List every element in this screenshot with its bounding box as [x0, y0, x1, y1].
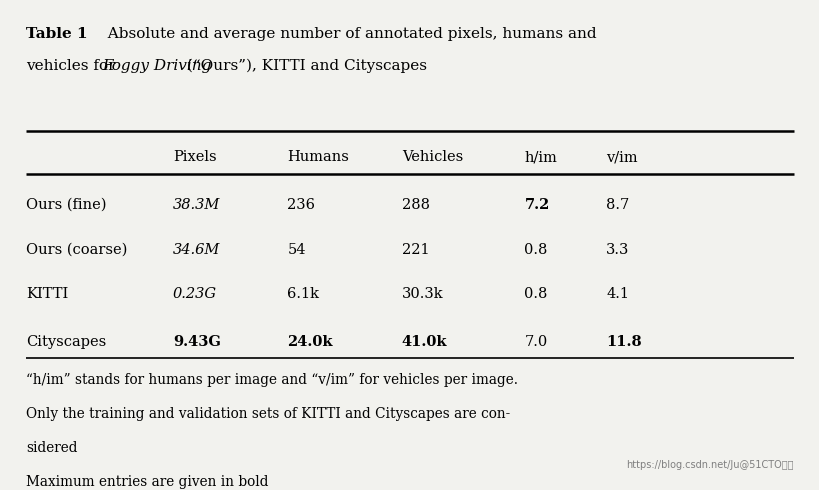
Text: 54: 54 — [287, 243, 305, 257]
Text: 34.6M: 34.6M — [173, 243, 220, 257]
Text: (“Ours”), KITTI and Cityscapes: (“Ours”), KITTI and Cityscapes — [182, 59, 427, 74]
Text: 4.1: 4.1 — [605, 288, 628, 301]
Text: Table 1: Table 1 — [26, 27, 88, 41]
Text: Ours (coarse): Ours (coarse) — [26, 243, 127, 257]
Text: 24.0k: 24.0k — [287, 335, 333, 349]
Text: Vehicles: Vehicles — [401, 150, 463, 164]
Text: 221: 221 — [401, 243, 429, 257]
Text: 236: 236 — [287, 197, 315, 212]
Text: Foggy Driving: Foggy Driving — [102, 59, 212, 73]
Text: 0.8: 0.8 — [524, 288, 547, 301]
Text: 8.7: 8.7 — [605, 197, 629, 212]
Text: https://blog.csdn.net/Ju@51CTO博客: https://blog.csdn.net/Ju@51CTO博客 — [626, 460, 793, 469]
Text: 9.43G: 9.43G — [173, 335, 220, 349]
Text: Cityscapes: Cityscapes — [26, 335, 106, 349]
Text: 288: 288 — [401, 197, 429, 212]
Text: 7.0: 7.0 — [524, 335, 547, 349]
Text: 30.3k: 30.3k — [401, 288, 443, 301]
Text: Absolute and average number of annotated pixels, humans and: Absolute and average number of annotated… — [97, 27, 595, 41]
Text: 11.8: 11.8 — [605, 335, 641, 349]
Text: Ours (fine): Ours (fine) — [26, 197, 106, 212]
Text: 38.3M: 38.3M — [173, 197, 220, 212]
Text: Humans: Humans — [287, 150, 349, 164]
Text: 3.3: 3.3 — [605, 243, 629, 257]
Text: vehicles for: vehicles for — [26, 59, 120, 73]
Text: Maximum entries are given in bold: Maximum entries are given in bold — [26, 475, 268, 489]
Text: 0.8: 0.8 — [524, 243, 547, 257]
Text: 6.1k: 6.1k — [287, 288, 319, 301]
Text: KITTI: KITTI — [26, 288, 68, 301]
Text: “h/im” stands for humans per image and “v/im” for vehicles per image.: “h/im” stands for humans per image and “… — [26, 372, 518, 387]
Text: Only the training and validation sets of KITTI and Cityscapes are con-: Only the training and validation sets of… — [26, 407, 509, 420]
Text: v/im: v/im — [605, 150, 637, 164]
Text: 0.23G: 0.23G — [173, 288, 217, 301]
Text: 7.2: 7.2 — [524, 197, 549, 212]
Text: sidered: sidered — [26, 441, 77, 455]
Text: h/im: h/im — [524, 150, 557, 164]
Text: 41.0k: 41.0k — [401, 335, 447, 349]
Text: Pixels: Pixels — [173, 150, 216, 164]
